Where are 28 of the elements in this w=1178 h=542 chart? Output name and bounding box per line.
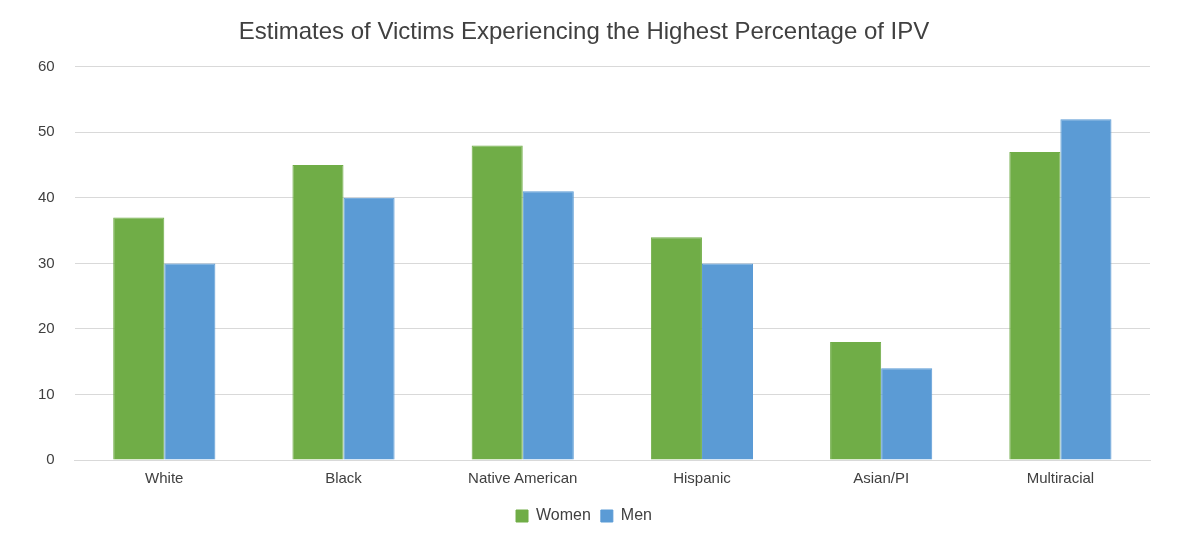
bar bbox=[881, 368, 933, 460]
y-tick-label: 10 bbox=[38, 384, 55, 402]
bar bbox=[164, 263, 216, 460]
bar bbox=[650, 237, 702, 460]
bar bbox=[113, 217, 165, 460]
bar bbox=[830, 342, 882, 460]
bar bbox=[522, 191, 574, 460]
bar bbox=[1060, 119, 1112, 460]
y-tick-label: 20 bbox=[38, 319, 55, 337]
y-tick-label: 40 bbox=[38, 188, 55, 206]
x-tick-label: Asian/PI bbox=[853, 469, 910, 487]
bar bbox=[292, 165, 344, 460]
bar bbox=[1009, 151, 1061, 460]
bar bbox=[701, 263, 754, 460]
y-tick-label: 50 bbox=[38, 122, 55, 140]
legend-label: Men bbox=[620, 506, 652, 524]
bar bbox=[471, 145, 523, 460]
y-tick-label: 60 bbox=[38, 56, 55, 74]
x-tick-label: Black bbox=[325, 469, 363, 487]
y-tick-label: 30 bbox=[38, 253, 55, 271]
x-tick-label: White bbox=[145, 469, 184, 487]
chart-title: Estimates of Victims Experiencing the Highest Percentage of IPV bbox=[238, 17, 930, 45]
legend-label: Women bbox=[536, 506, 591, 524]
x-tick-label: Hispanic bbox=[673, 469, 732, 487]
bar bbox=[343, 197, 395, 460]
x-tick-label: Native American bbox=[468, 469, 578, 487]
x-tick-label: Multiracial bbox=[1026, 469, 1095, 487]
y-tick-label: 0 bbox=[46, 450, 55, 468]
